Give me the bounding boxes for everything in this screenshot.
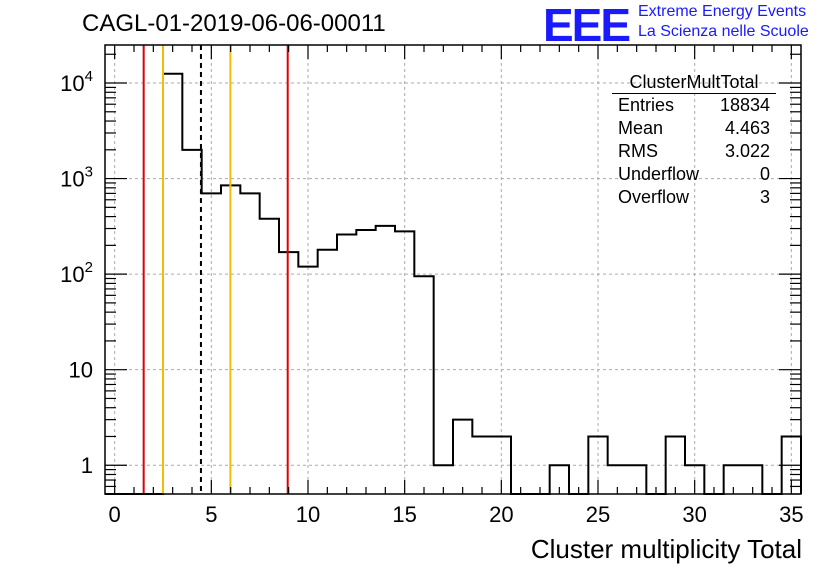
- stats-label: RMS: [618, 141, 658, 161]
- x-tick-label: 15: [392, 502, 416, 527]
- logo-line-2: La Scienza nelle Scuole: [638, 23, 809, 40]
- stats-value: 0: [759, 164, 770, 184]
- y-tick-label: 103: [60, 164, 93, 192]
- x-tick-label: 10: [296, 502, 320, 527]
- x-tick-label: 25: [586, 502, 610, 527]
- x-tick-label: 20: [489, 502, 513, 527]
- stats-label: Overflow: [618, 187, 690, 207]
- stats-value: 3.022: [724, 141, 770, 161]
- stats-row-underflow: Underflow 0: [612, 163, 776, 186]
- stats-row-entries: Entries 18834: [612, 94, 776, 117]
- stats-label: Underflow: [618, 164, 700, 184]
- stats-label: Mean: [618, 118, 664, 138]
- logo-line-1: Extreme Energy Events: [638, 3, 807, 20]
- y-tick-label: 10: [69, 358, 93, 383]
- y-tick-label: 1: [81, 453, 93, 478]
- x-axis-label: Cluster multiplicity Total: [530, 534, 802, 564]
- y-tick-label: 104: [60, 68, 93, 96]
- histogram-outline: [105, 72, 802, 495]
- x-tick-label: 30: [682, 502, 706, 527]
- stats-box-title: ClusterMultTotal: [612, 72, 776, 94]
- eee-logo-mark: EEE: [543, 0, 631, 51]
- stats-box: ClusterMultTotal Entries 18834 Mean 4.46…: [612, 72, 776, 209]
- plot-frame: [104, 44, 802, 495]
- stats-row-mean: Mean 4.463: [612, 117, 776, 140]
- stats-row-overflow: Overflow 3: [612, 186, 776, 209]
- x-tick-label: 5: [205, 502, 217, 527]
- stats-value: 4.463: [724, 118, 770, 138]
- stats-label: Entries: [618, 95, 675, 115]
- chart-title: CAGL-01-2019-06-06-00011: [82, 10, 386, 37]
- stats-row-rms: RMS 3.022: [612, 140, 776, 163]
- stats-value: 18834: [719, 95, 770, 115]
- y-tick-label: 102: [60, 259, 93, 287]
- x-tick-label: 35: [779, 502, 803, 527]
- stats-value: 3: [759, 187, 770, 207]
- x-tick-label: 0: [109, 502, 121, 527]
